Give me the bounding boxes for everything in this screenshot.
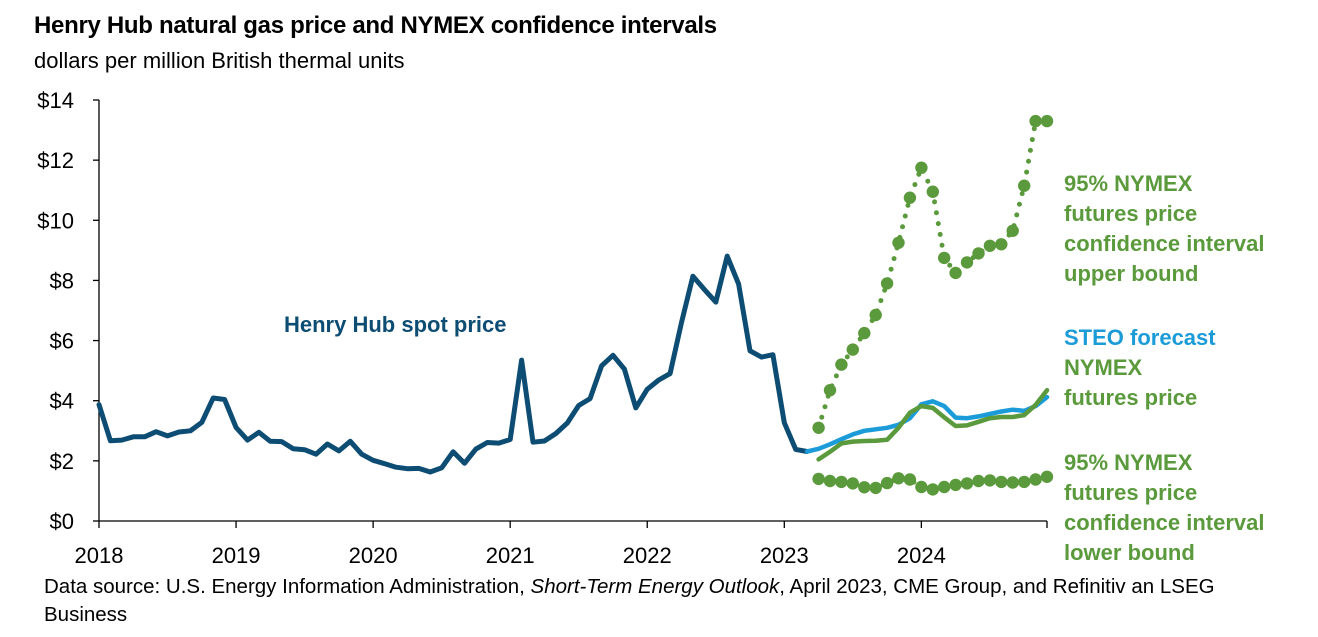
lower-bound-point <box>995 475 1008 489</box>
upper-bound-point <box>915 161 928 174</box>
y-tick-label: $8 <box>50 268 74 293</box>
label-upper-line-1: 95% NYMEX <box>1064 171 1193 196</box>
upper-bound-point <box>995 238 1008 251</box>
lower-bound-point <box>1017 475 1031 489</box>
x-tick-label: 2022 <box>623 543 672 568</box>
upper-bound-point <box>835 358 848 371</box>
upper-bound-point <box>972 247 985 260</box>
lower-bound-point <box>903 473 917 486</box>
x-tick-label: 2023 <box>760 543 809 568</box>
upper-bound-point <box>858 326 871 340</box>
upper-bound-point <box>1006 224 1019 237</box>
lower-bound-point <box>812 472 825 486</box>
upper-bound-point <box>938 251 951 265</box>
lower-bound-point <box>1029 473 1042 486</box>
lower-bound-point <box>892 472 905 485</box>
y-tick-label: $6 <box>50 329 74 354</box>
y-tick-label: $12 <box>37 148 74 173</box>
y-tick-label: $10 <box>37 208 74 233</box>
steo-forecast-line <box>804 394 1050 454</box>
label-lower-line-1: 95% NYMEX <box>1064 450 1193 475</box>
upper-bound-point <box>926 185 939 198</box>
x-tick-label: 2024 <box>897 543 946 568</box>
lower-bound-point <box>972 474 985 488</box>
upper-bound-dotted-line <box>816 118 1050 431</box>
label-upper-line-2: futures price <box>1064 201 1198 226</box>
x-tick-label: 2019 <box>212 543 261 568</box>
label-upper-bound: 95% NYMEX futures price confidence inter… <box>1064 169 1265 289</box>
lower-bound-point <box>915 480 928 494</box>
label-forecast: STEO forecast NYMEX futures price <box>1064 323 1216 413</box>
y-tick-label: $4 <box>50 389 74 414</box>
upper-bound-point <box>983 239 997 252</box>
label-nymex-line-1: NYMEX <box>1064 355 1143 380</box>
chart-subtitle: dollars per million British thermal unit… <box>34 48 405 73</box>
x-tick-label: 2021 <box>486 543 535 568</box>
label-steo-forecast: STEO forecast <box>1064 325 1216 350</box>
source-publication: Short-Term Energy Outlook <box>530 575 780 598</box>
lower-bound-point <box>1040 470 1054 483</box>
lower-bound-point <box>983 474 997 487</box>
source-prefix: Data source: U.S. Energy Information Adm… <box>44 575 531 598</box>
label-nymex-line-2: futures price <box>1064 385 1198 410</box>
upper-bound-point <box>903 191 917 204</box>
upper-bound-point <box>960 256 974 269</box>
lower-bound-point <box>858 481 871 494</box>
label-spot-price: Henry Hub spot price <box>284 310 506 340</box>
lower-bound-point <box>1006 476 1019 489</box>
y-tick-label: $0 <box>50 509 74 534</box>
x-tick-label: 2020 <box>349 543 398 568</box>
lower-bound-point <box>846 477 859 490</box>
data-source-note: Data source: U.S. Energy Information Adm… <box>44 573 1244 629</box>
upper-bound-point <box>1017 179 1031 192</box>
upper-bound-point <box>880 277 894 290</box>
x-tick-label: 2018 <box>75 543 124 568</box>
label-upper-line-3: confidence interval <box>1064 231 1265 256</box>
label-lower-line-2: futures price <box>1064 480 1198 505</box>
label-lower-line-4: lower bound <box>1064 540 1195 565</box>
lower-bound-point <box>926 483 939 496</box>
upper-bound-point <box>823 384 837 397</box>
lower-bound-point <box>960 477 974 490</box>
upper-bound-point <box>1040 114 1054 128</box>
y-tick-label: $14 <box>37 88 74 113</box>
lower-bound-point <box>880 476 894 490</box>
lower-bound-point <box>949 478 962 492</box>
chart-title: Henry Hub natural gas price and NYMEX co… <box>34 12 717 39</box>
upper-bound-point <box>812 421 825 434</box>
upper-bound-point <box>869 308 882 322</box>
upper-bound-point <box>892 236 905 249</box>
nymex-futures-line <box>816 387 1050 462</box>
label-spot-price-text: Henry Hub spot price <box>284 312 507 337</box>
label-lower-line-3: confidence interval <box>1064 510 1265 535</box>
lower-bound-point <box>823 474 837 488</box>
label-lower-bound: 95% NYMEX futures price confidence inter… <box>1064 448 1265 568</box>
y-tick-label: $2 <box>50 449 74 474</box>
lower-bound-point <box>869 481 882 495</box>
label-upper-line-4: upper bound <box>1064 261 1199 286</box>
lower-bound-point <box>835 475 848 489</box>
source-suffix: , April 2023, CME Group, and Refinitiv a… <box>44 575 1215 626</box>
spot-price-line <box>96 253 810 475</box>
upper-bound-point <box>846 343 859 356</box>
lower-bound-point <box>938 480 951 494</box>
upper-bound-point <box>1029 114 1042 128</box>
upper-bound-point <box>949 266 962 280</box>
